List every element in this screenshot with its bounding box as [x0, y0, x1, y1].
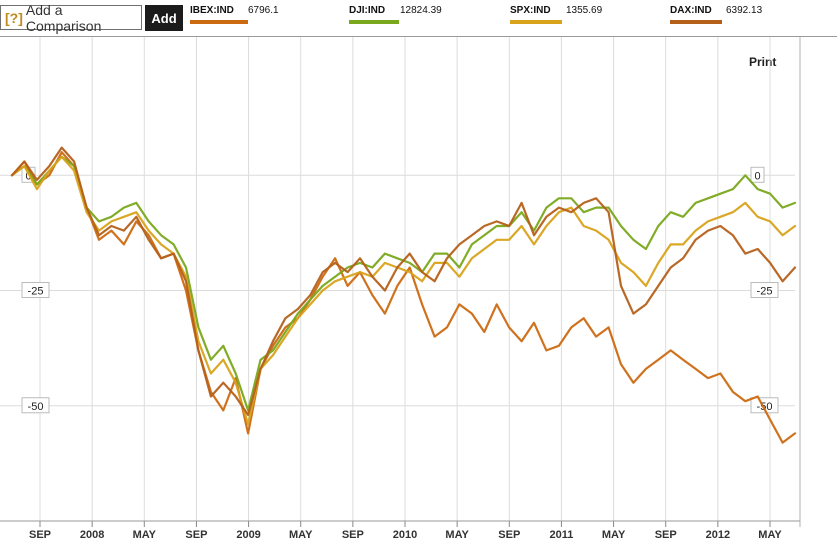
x-tick-label: MAY — [133, 529, 157, 541]
x-tick-label: SEP — [342, 529, 364, 541]
x-tick-label: SEP — [29, 529, 51, 541]
ticker-symbol: DAX:IND — [670, 5, 712, 16]
ticker-value: 12824.39 — [400, 5, 442, 16]
x-tick-label: SEP — [185, 529, 207, 541]
ticker-dax[interactable]: DAX:IND 6392.13 — [670, 5, 762, 24]
comparison-toolbar: [?] Add a Comparison Add IBEX:IND 6796.1… — [0, 0, 837, 37]
comparison-input[interactable]: [?] Add a Comparison — [0, 2, 142, 34]
y-tick-label-box — [750, 166, 765, 183]
comparison-placeholder: Add a Comparison — [25, 1, 102, 34]
y-tick-label-right: 0 — [754, 170, 760, 182]
series-line-spxind — [10, 155, 797, 426]
y-tick-label-box — [750, 397, 779, 414]
ticker-color-swatch — [510, 20, 562, 24]
x-tick-label: 2008 — [80, 529, 104, 541]
y-tick-label-box — [21, 397, 50, 414]
ticker-color-swatch — [670, 20, 722, 24]
x-tick-label: SEP — [498, 529, 520, 541]
y-tick-label-right: -25 — [757, 286, 773, 298]
ticker-value: 6392.13 — [726, 5, 763, 16]
ticker-ibex[interactable]: IBEX:IND 6796.1 — [190, 5, 279, 24]
ticker-value: 1355.69 — [566, 5, 603, 16]
ticker-symbol: DJI:IND — [349, 5, 386, 16]
y-tick-label-left: 0 — [25, 170, 31, 182]
x-tick-label: 2011 — [549, 529, 573, 541]
x-tick-label: SEP — [655, 529, 677, 541]
y-tick-label-left: -50 — [28, 401, 44, 413]
x-tick-label: 2009 — [236, 529, 260, 541]
x-tick-label: MAY — [445, 529, 469, 541]
ticker-value: 6796.1 — [248, 5, 279, 16]
ticker-spx[interactable]: SPX:IND 1355.69 — [510, 5, 602, 24]
x-tick-label: MAY — [758, 529, 782, 541]
series-line-daxind — [10, 146, 797, 417]
x-tick-label: MAY — [289, 529, 313, 541]
series-line-djiind — [10, 155, 797, 412]
y-tick-label-left: -25 — [28, 286, 44, 298]
y-tick-label-box — [21, 282, 50, 299]
x-tick-label: 2012 — [706, 529, 730, 541]
ticker-color-swatch — [349, 20, 399, 24]
ticker-color-swatch — [190, 20, 248, 24]
help-icon[interactable]: [?] — [5, 9, 23, 26]
x-tick-label: 2010 — [393, 529, 417, 541]
x-tick-label: MAY — [602, 529, 626, 541]
series-line-ibexind — [10, 151, 797, 444]
add-comparison-button[interactable]: Add — [145, 5, 183, 31]
ticker-dji[interactable]: DJI:IND 12824.39 — [349, 5, 442, 24]
ticker-symbol: SPX:IND — [510, 5, 551, 16]
ticker-symbol: IBEX:IND — [190, 5, 234, 16]
y-tick-label-box — [750, 282, 779, 299]
